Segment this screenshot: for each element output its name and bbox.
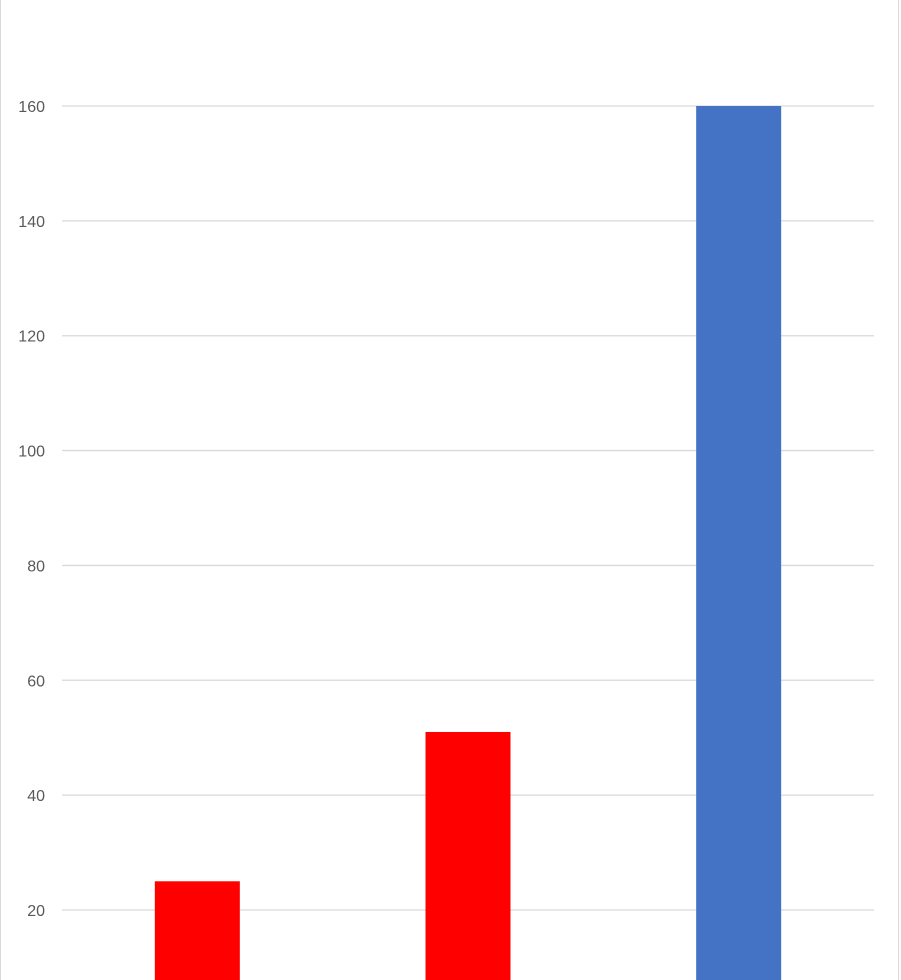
bar-2 (425, 731, 511, 980)
bar-3 (696, 106, 782, 980)
bar-1 (154, 881, 240, 980)
y-tick-label-40: 40 (27, 788, 45, 805)
y-axis-tick-labels: 20 40 60 80 100 120 140 160 (18, 99, 45, 920)
y-tick-label-80: 80 (27, 558, 45, 575)
y-tick-label-60: 60 (27, 673, 45, 690)
y-tick-label-120: 120 (18, 329, 45, 346)
bars (154, 106, 782, 980)
y-tick-label-160: 160 (18, 99, 45, 116)
gridlines (62, 105, 874, 911)
y-tick-label-100: 100 (18, 444, 45, 461)
y-tick-label-140: 140 (18, 214, 45, 231)
y-tick-label-20: 20 (27, 903, 45, 920)
